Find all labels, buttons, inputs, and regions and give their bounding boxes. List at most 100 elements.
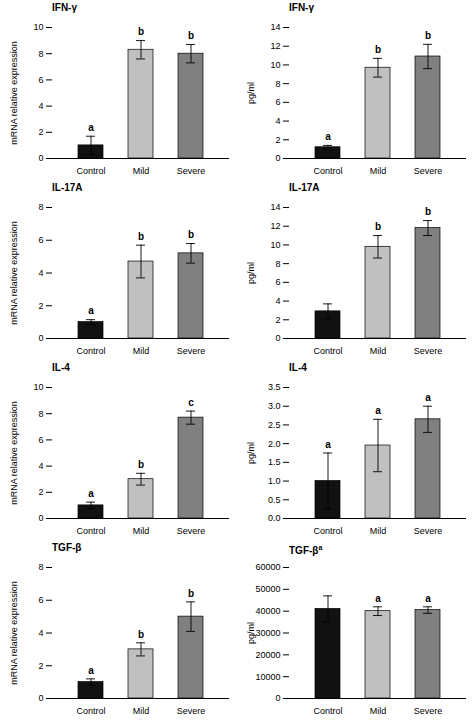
svg-text:4: 4 (38, 461, 43, 471)
svg-text:2: 2 (38, 127, 43, 137)
svg-text:2.0: 2.0 (268, 439, 281, 449)
svg-text:6: 6 (275, 277, 280, 287)
svg-text:2: 2 (38, 661, 43, 671)
svg-text:0: 0 (275, 333, 280, 343)
svg-text:Severe: Severe (177, 346, 206, 356)
svg-text:Severe: Severe (177, 706, 206, 716)
svg-text:0: 0 (38, 513, 43, 523)
svg-text:6: 6 (275, 97, 280, 107)
svg-text:2: 2 (38, 487, 43, 497)
svg-text:4: 4 (38, 268, 43, 278)
svg-text:b: b (425, 206, 431, 217)
svg-text:b: b (138, 459, 144, 470)
svg-text:0.5: 0.5 (268, 495, 281, 505)
svg-text:2: 2 (275, 135, 280, 145)
svg-text:a: a (425, 593, 431, 604)
svg-text:Severe: Severe (177, 526, 206, 536)
svg-text:10: 10 (33, 382, 43, 392)
svg-text:14: 14 (270, 22, 280, 32)
svg-text:Severe: Severe (414, 346, 443, 356)
svg-text:pg/ml: pg/ml (246, 262, 256, 284)
svg-text:0: 0 (38, 693, 43, 703)
svg-text:2: 2 (275, 315, 280, 325)
svg-text:0: 0 (38, 153, 43, 163)
svg-text:Control: Control (76, 706, 105, 716)
svg-text:4: 4 (275, 296, 280, 306)
svg-text:0: 0 (275, 153, 280, 163)
svg-text:30000: 30000 (255, 628, 280, 638)
svg-text:Control: Control (76, 346, 105, 356)
svg-text:Mild: Mild (370, 706, 387, 716)
svg-text:4: 4 (38, 628, 43, 638)
svg-text:mRNA relative expression: mRNA relative expression (9, 581, 19, 685)
svg-text:Severe: Severe (414, 526, 443, 536)
svg-text:a: a (88, 122, 94, 133)
svg-text:40000: 40000 (255, 606, 280, 616)
svg-text:20000: 20000 (255, 650, 280, 660)
svg-text:Control: Control (313, 526, 342, 536)
svg-text:c: c (188, 397, 194, 408)
svg-text:8: 8 (38, 49, 43, 59)
svg-text:12: 12 (270, 41, 280, 51)
svg-text:b: b (138, 26, 144, 37)
svg-text:10: 10 (33, 22, 43, 32)
svg-text:4: 4 (38, 101, 43, 111)
svg-text:b: b (188, 229, 194, 240)
svg-text:a: a (425, 392, 431, 403)
svg-text:b: b (188, 588, 194, 599)
svg-text:pg/ml: pg/ml (246, 622, 256, 644)
svg-text:a: a (375, 405, 381, 416)
svg-text:6: 6 (38, 235, 43, 245)
svg-text:Control: Control (76, 166, 105, 176)
svg-text:Mild: Mild (133, 706, 150, 716)
svg-text:Control: Control (313, 166, 342, 176)
svg-text:Control: Control (76, 526, 105, 536)
svg-text:2: 2 (38, 301, 43, 311)
svg-text:10000: 10000 (255, 672, 280, 682)
svg-text:Mild: Mild (133, 526, 150, 536)
svg-text:mRNA relative expression: mRNA relative expression (9, 401, 19, 505)
svg-text:4: 4 (275, 116, 280, 126)
svg-text:3.5: 3.5 (268, 382, 281, 392)
svg-text:12: 12 (270, 221, 280, 231)
svg-text:b: b (138, 231, 144, 242)
svg-text:6: 6 (38, 435, 43, 445)
svg-text:1.0: 1.0 (268, 476, 281, 486)
svg-text:b: b (138, 629, 144, 640)
svg-text:a: a (88, 488, 94, 499)
svg-text:8: 8 (38, 409, 43, 419)
svg-text:0: 0 (38, 333, 43, 343)
svg-text:8: 8 (275, 79, 280, 89)
svg-text:0.0: 0.0 (268, 513, 281, 523)
svg-text:Mild: Mild (370, 346, 387, 356)
svg-text:Mild: Mild (133, 346, 150, 356)
svg-text:Mild: Mild (370, 526, 387, 536)
svg-text:pg/ml: pg/ml (246, 442, 256, 464)
svg-text:b: b (375, 221, 381, 232)
svg-text:0: 0 (275, 693, 280, 703)
svg-text:50000: 50000 (255, 584, 280, 594)
svg-text:a: a (88, 665, 94, 676)
svg-text:a: a (325, 131, 331, 142)
svg-text:b: b (375, 44, 381, 55)
svg-text:a: a (88, 305, 94, 316)
svg-text:a: a (375, 593, 381, 604)
svg-text:60000: 60000 (255, 562, 280, 572)
svg-text:6: 6 (38, 595, 43, 605)
svg-text:mRNA relative expression: mRNA relative expression (9, 221, 19, 325)
svg-text:Severe: Severe (414, 706, 443, 716)
svg-text:Control: Control (313, 706, 342, 716)
svg-text:3.0: 3.0 (268, 401, 281, 411)
svg-text:14: 14 (270, 202, 280, 212)
svg-text:Control: Control (313, 346, 342, 356)
svg-text:b: b (188, 30, 194, 41)
svg-text:8: 8 (38, 562, 43, 572)
svg-text:1.5: 1.5 (268, 457, 281, 467)
svg-text:8: 8 (275, 259, 280, 269)
svg-text:a: a (325, 439, 331, 450)
svg-text:pg/ml: pg/ml (246, 82, 256, 104)
svg-text:10: 10 (270, 60, 280, 70)
svg-text:b: b (425, 30, 431, 41)
svg-text:Mild: Mild (133, 166, 150, 176)
svg-text:8: 8 (38, 202, 43, 212)
